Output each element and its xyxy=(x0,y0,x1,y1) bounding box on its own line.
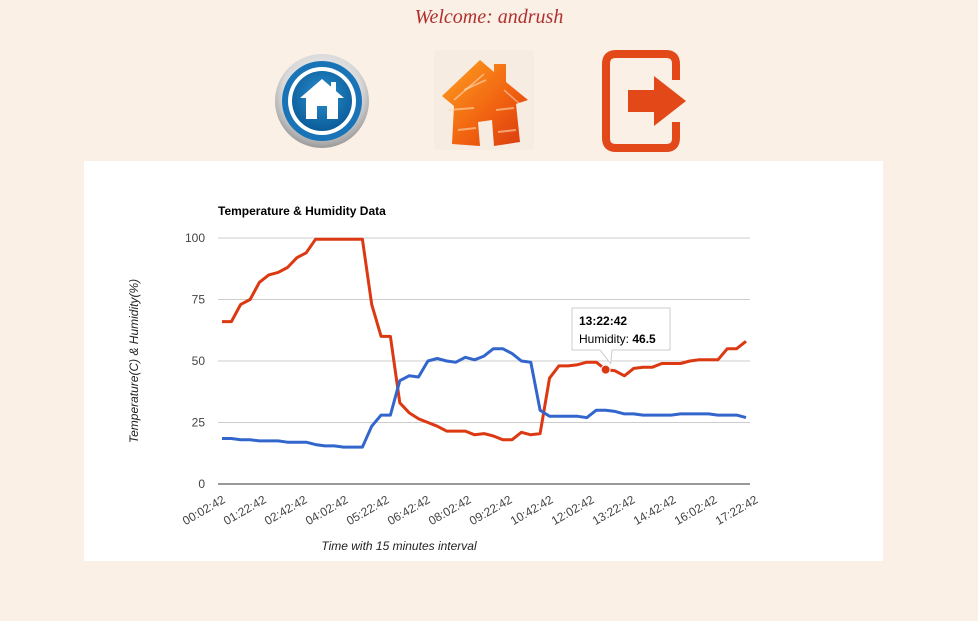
temperature-humidity-chart: Temperature & Humidity Data Time with 15… xyxy=(127,204,761,553)
x-tick-label: 04:02:42 xyxy=(303,492,351,528)
welcome-message: Welcome: andrush xyxy=(414,6,564,28)
x-tick-label: 00:02:42 xyxy=(180,492,228,528)
logout-icon xyxy=(602,50,686,152)
x-tick-label: 17:22:42 xyxy=(713,492,761,528)
y-tick-label: 0 xyxy=(198,477,205,491)
y-tick-label: 100 xyxy=(185,231,205,245)
tooltip-value-line: Humidity: 46.5 xyxy=(579,332,656,346)
x-tick-label: 01:22:42 xyxy=(221,492,269,528)
tooltip-time: 13:22:42 xyxy=(579,314,627,328)
home-button[interactable] xyxy=(274,53,370,149)
x-tick-label: 08:02:42 xyxy=(426,492,474,528)
logout-button[interactable] xyxy=(600,50,690,152)
chart-title: Temperature & Humidity Data xyxy=(218,204,386,218)
y-tick-label: 50 xyxy=(192,354,206,368)
y-tick-label: 25 xyxy=(192,416,206,430)
tooltip-box xyxy=(571,307,671,365)
x-axis-label: Time with 15 minutes interval xyxy=(321,539,477,553)
x-tick-label: 10:42:42 xyxy=(508,492,556,528)
x-tick-label: 12:02:42 xyxy=(549,492,597,528)
chart-panel: Temperature & Humidity Data Time with 15… xyxy=(84,161,883,561)
x-tick-label: 14:42:42 xyxy=(631,492,679,528)
series-line-blue[interactable] xyxy=(222,347,747,449)
y-tick-label: 75 xyxy=(192,293,206,307)
tooltip-series-label: Humidity: xyxy=(579,332,632,346)
x-tick-label: 06:42:42 xyxy=(385,492,433,528)
x-tick-label: 02:42:42 xyxy=(262,492,310,528)
x-tick-label: 09:22:42 xyxy=(467,492,515,528)
home-grunge-icon xyxy=(434,50,534,150)
x-tick-label: 13:22:42 xyxy=(590,492,638,528)
x-tick-label: 16:02:42 xyxy=(672,492,720,528)
series-line-red[interactable] xyxy=(222,237,747,442)
home-round-icon xyxy=(275,54,369,148)
tooltip-point[interactable] xyxy=(600,364,611,375)
x-tick-label: 05:22:42 xyxy=(344,492,392,528)
home-alt-button[interactable] xyxy=(434,50,534,150)
y-axis-label: Temperature(C) & Humidity(%) xyxy=(127,279,141,443)
tooltip-value: 46.5 xyxy=(632,332,656,346)
